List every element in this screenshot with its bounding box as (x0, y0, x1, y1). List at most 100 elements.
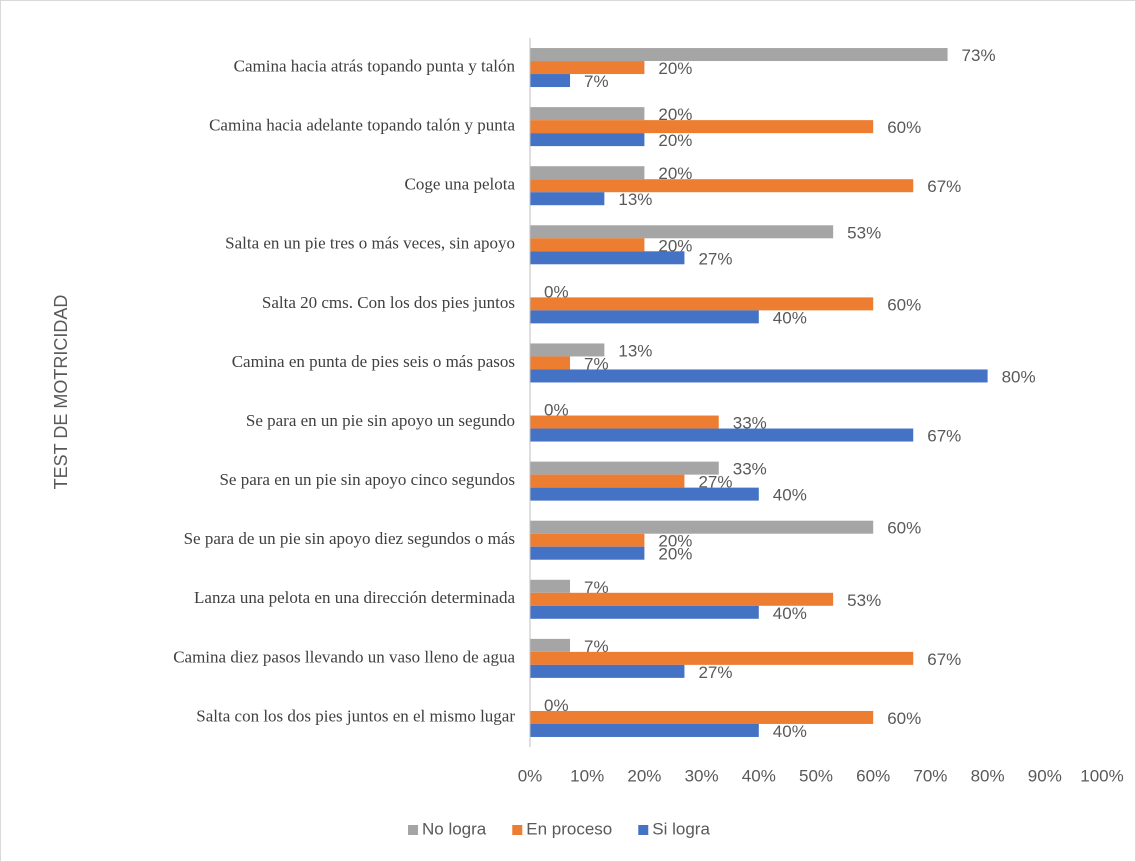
bar (530, 638, 571, 652)
legend-label: Si logra (652, 819, 710, 838)
x-tick-label: 40% (742, 766, 776, 785)
data-label: 27% (698, 473, 732, 492)
bar (530, 461, 719, 475)
category-label: Camina en punta de pies seis o más pasos (232, 352, 515, 371)
bar (530, 356, 571, 370)
bar (530, 533, 645, 547)
legend-swatch (408, 825, 418, 835)
category-label: Camina diez pasos llevando un vaso lleno… (173, 647, 515, 666)
data-label: 53% (847, 223, 881, 242)
category-label: Coge una pelota (405, 175, 516, 194)
category-label: Salta 20 cms. Con los dos pies juntos (262, 293, 515, 312)
bar (530, 343, 605, 357)
bar (530, 710, 874, 724)
category-label: Se para en un pie sin apoyo un segundo (246, 411, 515, 430)
bar (530, 225, 834, 239)
x-tick-label: 10% (570, 766, 604, 785)
bar (530, 107, 645, 121)
data-label: 0% (544, 282, 569, 301)
legend-label: No logra (422, 819, 487, 838)
data-label: 20% (658, 131, 692, 150)
data-label: 20% (658, 545, 692, 564)
data-label: 60% (887, 118, 921, 137)
bar (530, 664, 685, 678)
bar (530, 120, 874, 134)
category-label: Salta en un pie tres o más veces, sin ap… (225, 234, 515, 253)
bar (530, 192, 605, 206)
bar (530, 48, 948, 62)
bar (530, 310, 759, 324)
bar (530, 487, 759, 501)
category-label: Salta con los dos pies juntos en el mism… (196, 706, 515, 725)
data-label: 40% (773, 722, 807, 741)
data-label: 27% (698, 249, 732, 268)
bar (530, 179, 914, 193)
category-label: Camina hacia adelante topando talón y pu… (209, 116, 515, 135)
x-tick-label: 70% (913, 766, 947, 785)
data-label: 40% (773, 604, 807, 623)
data-label: 80% (1002, 367, 1036, 386)
legend-label: En proceso (526, 819, 612, 838)
bar (530, 133, 645, 147)
x-tick-label: 0% (518, 766, 543, 785)
data-label: 7% (584, 72, 609, 91)
data-label: 73% (962, 46, 996, 65)
bar (530, 723, 759, 737)
x-tick-label: 80% (971, 766, 1005, 785)
category-label: Camina hacia atrás topando punta y talón (234, 56, 516, 75)
category-label: Se para de un pie sin apoyo diez segundo… (184, 529, 515, 548)
bar (530, 428, 914, 442)
bar (530, 605, 759, 619)
data-label: 33% (733, 414, 767, 433)
bar (530, 415, 719, 429)
data-label: 53% (847, 591, 881, 610)
data-label: 60% (887, 519, 921, 538)
bar (530, 238, 645, 252)
data-label: 7% (584, 578, 609, 597)
data-label: 13% (618, 190, 652, 209)
data-label: 67% (927, 427, 961, 446)
x-tick-label: 30% (685, 766, 719, 785)
data-label: 27% (698, 663, 732, 682)
data-label: 13% (618, 341, 652, 360)
x-tick-label: 100% (1080, 766, 1123, 785)
data-label: 60% (887, 709, 921, 728)
bar (530, 74, 571, 88)
bar (530, 520, 874, 534)
data-label: 33% (733, 460, 767, 479)
x-tick-label: 20% (627, 766, 661, 785)
data-label: 20% (658, 236, 692, 255)
bar (530, 61, 645, 75)
data-label: 0% (544, 401, 569, 420)
data-label: 40% (773, 486, 807, 505)
x-tick-label: 90% (1028, 766, 1062, 785)
data-label: 7% (584, 354, 609, 373)
bar (530, 651, 914, 665)
y-axis-title: TEST DE MOTRICIDAD (51, 295, 71, 490)
bar (530, 546, 645, 560)
legend-swatch (638, 825, 649, 835)
data-label: 40% (773, 308, 807, 327)
data-label: 67% (927, 650, 961, 669)
data-label: 20% (658, 105, 692, 124)
data-label: 20% (658, 164, 692, 183)
category-label: Lanza una pelota en una dirección determ… (194, 588, 515, 607)
bar (530, 166, 645, 180)
bar (530, 369, 988, 383)
data-label: 20% (658, 59, 692, 78)
bar (530, 579, 571, 593)
x-tick-label: 60% (856, 766, 890, 785)
bar (530, 297, 874, 311)
data-label: 7% (584, 637, 609, 656)
data-label: 67% (927, 177, 961, 196)
data-label: 0% (544, 696, 569, 715)
category-label: Se para en un pie sin apoyo cinco segund… (219, 470, 515, 489)
bar (530, 251, 685, 265)
data-label: 20% (658, 532, 692, 551)
data-label: 60% (887, 295, 921, 314)
bar (530, 592, 834, 606)
legend-swatch (512, 825, 523, 835)
bar (530, 474, 685, 488)
x-tick-label: 50% (799, 766, 833, 785)
